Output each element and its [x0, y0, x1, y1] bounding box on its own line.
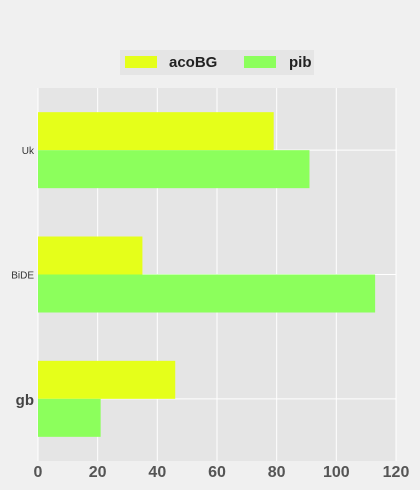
category-label-bide: BiDE — [11, 271, 34, 282]
bar-acobg-uk — [38, 112, 274, 151]
category-label-uk: Uk — [22, 146, 35, 157]
legend-swatch-acobg — [125, 56, 157, 68]
bar-pib-uk — [38, 150, 310, 189]
bar-pib-gb — [38, 398, 101, 437]
legend-label-acobg: acoBG — [169, 54, 217, 71]
x-tick-label: 120 — [383, 464, 410, 481]
x-tick-label: 60 — [208, 464, 226, 481]
legend-label-pib: pib — [289, 54, 312, 71]
legend: acoBG pib — [120, 50, 314, 75]
bar-acobg-bide — [38, 236, 143, 275]
x-tick-label: 0 — [34, 464, 43, 481]
bars — [38, 112, 376, 437]
bar-pib-bide — [38, 274, 376, 313]
category-label-gb: gb — [16, 392, 34, 409]
x-tick-label: 100 — [323, 464, 350, 481]
bar-acobg-gb — [38, 360, 176, 399]
category-labels: gb BiDE Uk — [11, 146, 35, 409]
legend-swatch-pib — [244, 56, 276, 68]
x-tick-label: 20 — [89, 464, 107, 481]
x-tick-label: 40 — [148, 464, 166, 481]
x-axis-ticks: 0 20 40 60 80 100 120 — [34, 464, 410, 481]
x-tick-label: 80 — [268, 464, 286, 481]
